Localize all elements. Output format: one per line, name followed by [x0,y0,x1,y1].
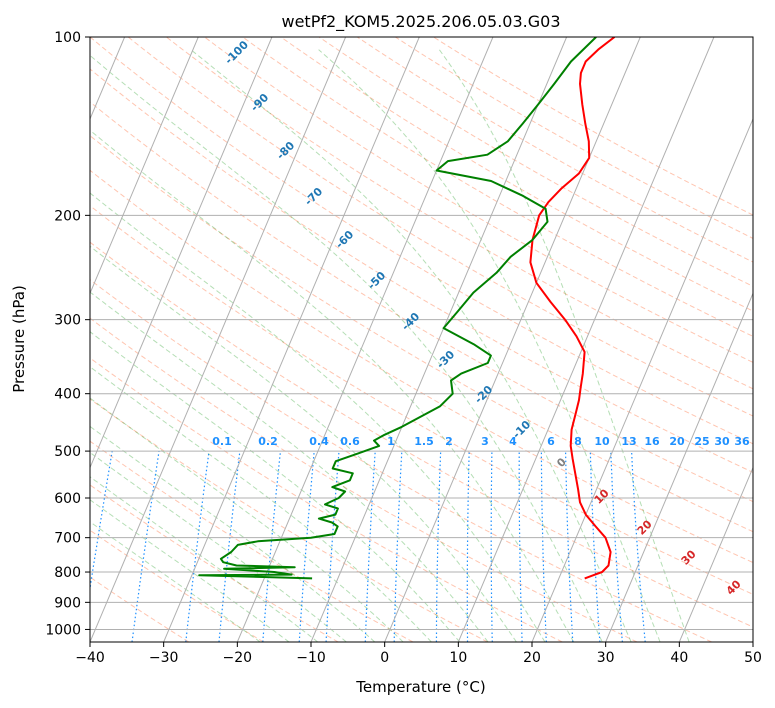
moist-adiabat [190,49,632,642]
moist-adiabat [90,451,347,642]
mixing-ratio-label: 0.4 [309,435,329,448]
moist-adiabat [318,49,661,642]
mixing-ratio-label: 6 [547,435,555,448]
x-tick-label: 40 [670,650,688,666]
x-tick-label: −30 [149,650,179,666]
moist-adiabat [90,331,461,642]
isotherm-line [163,37,420,642]
mixing-ratio-label: 36 [734,435,750,448]
dry-adiabat [90,169,753,564]
x-tick-label: 20 [523,650,541,666]
mixing-ratio-label: 0.6 [340,435,360,448]
dry-adiabat [204,37,753,363]
dry-adiabat [356,37,753,263]
y-tick-label: 700 [54,531,81,547]
moist-adiabat [90,192,546,642]
x-tick-label: 0 [380,650,389,666]
moist-adiabat [90,476,319,642]
y-tick-label: 900 [54,595,81,611]
chart-title: wetPf2_KOM5.2025.206.05.03.G03 [281,12,560,32]
y-tick-label: 500 [54,444,81,460]
mixing-ratio-line [90,450,113,593]
sounding-line [198,37,597,580]
dry-adiabat [90,241,753,628]
dry-adiabat [90,484,339,642]
isotherm-line [90,37,199,295]
mixing-ratio-label: 16 [644,435,660,448]
isotherm-line [90,37,347,642]
isotherm-line [384,37,641,642]
mixing-ratio-label: 8 [574,435,582,448]
mixing-ratio-label: 1 [387,435,395,448]
isotherm-line [678,466,753,642]
dry-adiabat [166,37,753,390]
isotherm-line [236,37,494,642]
mixing-ratio-label: 30 [714,435,730,448]
dry-adiabat [90,205,753,595]
axes: −40 −30 −20 −10 0 10 20 30 40 5010020030040050060… [45,30,762,666]
dry-adiabat [280,37,753,312]
moist-adiabat [90,54,603,642]
y-tick-label: 300 [54,313,81,329]
isotherm-line [310,37,568,642]
mixing-ratio-line [218,451,241,642]
x-axis-label: Temperature (°C) [355,678,485,696]
mixing-ratio-line [185,451,210,642]
dry-adiabat [90,135,753,533]
plot-frame [89,36,754,643]
mixing-ratio-label: 2 [445,435,453,448]
isotherm-line [90,37,273,469]
dry-adiabat [90,279,712,642]
y-axis-label: Pressure (hPa) [10,285,28,393]
moist-adiabat [90,245,517,642]
moist-adiabat [90,397,404,642]
dry-adiabat [242,37,753,337]
mixing-ratio-label: 3 [481,435,489,448]
y-tick-label: 100 [54,30,81,46]
dry-adiabat [395,37,753,239]
dry-adiabat [90,317,638,642]
mixing-ratio-label: 13 [621,435,636,448]
mixing-ratio-label: 0.1 [212,435,232,448]
isotherm-line [531,117,753,642]
x-tick-label: −10 [296,650,326,666]
sounding-line [529,37,616,580]
mixing-ratio-label: 20 [669,435,685,448]
y-tick-label: 1000 [45,622,81,638]
isotherm-line [605,292,753,642]
x-tick-label: 10 [449,650,467,666]
x-tick-label: −20 [223,650,253,666]
mixing-ratio-label: 4 [509,435,517,448]
isotherm-line [457,37,715,642]
y-tick-label: 200 [54,208,81,224]
mixing-ratio-label: 0.2 [258,435,278,448]
dry-adiabat [90,440,414,642]
moist-adiabat [90,425,376,642]
moist-adiabat [438,49,690,642]
y-tick-label: 600 [54,491,81,507]
x-tick-label: 50 [744,650,762,666]
plot-area: -100-90-80-70-60-50-40-30-20-10010203040… [90,37,753,642]
mixing-ratio-label: 10 [594,435,610,448]
dry-adiabat [90,529,264,642]
mixing-ratio-label: 25 [694,435,709,448]
mixing-ratio-line [131,451,160,642]
y-tick-label: 400 [54,387,81,403]
x-tick-label: 30 [597,650,615,666]
mixing-ratio-label: 1.5 [414,435,434,448]
y-tick-label: 800 [54,565,81,581]
x-tick-label: −40 [75,650,105,666]
dry-adiabat [90,68,753,473]
moist-adiabat [90,521,261,642]
moist-adiabat [90,129,575,642]
dry-adiabat [90,37,753,445]
dry-adiabat [127,37,753,417]
